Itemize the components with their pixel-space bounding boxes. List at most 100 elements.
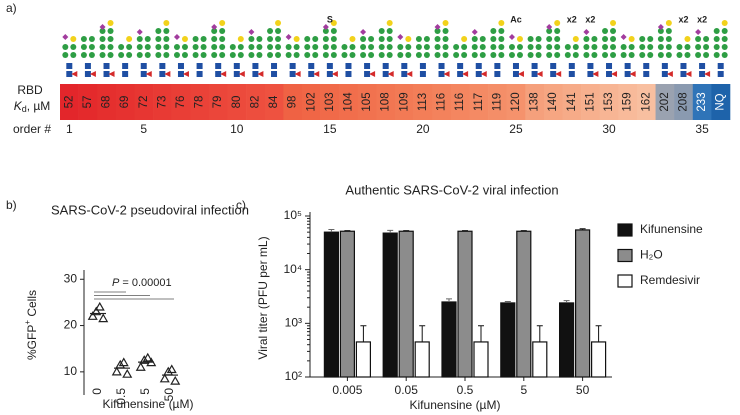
glycan-icon [610,36,617,42]
glycan-icon [99,52,106,58]
glycan-icon [620,52,627,58]
glycan-icon [378,52,385,58]
glycan-icon [461,36,468,42]
x-tick-label: 0.5 [114,388,128,405]
error-bar [536,325,543,342]
glycan-icon [438,71,445,77]
glycan-icon [349,36,356,42]
glycan-icon [257,71,264,77]
error-bar [403,230,410,232]
glycan-icon [322,52,329,58]
cell-label: 159 [622,92,634,111]
cell-label: 208 [678,92,690,111]
glycan-icon [237,44,244,50]
glycan-icon [508,44,515,50]
glycan-icon [647,52,654,58]
glycan-icon [699,71,706,77]
glycan-icon [237,36,244,42]
glycan-icon [308,63,315,69]
glycan-icon [293,52,300,58]
glycan-icon [215,71,222,77]
glycan-icon [516,36,523,42]
cell-label: 153 [603,92,615,111]
glycan-icon [591,44,598,50]
glycan-icon [219,44,226,50]
glycan-icon [360,36,367,42]
heat-cell [339,84,359,120]
glycan-icon [378,44,385,50]
glycan-icon [606,71,613,77]
glycan-icon [349,52,356,58]
glycan-icon [256,36,263,42]
p-value: P = 0.00001 [112,277,172,289]
glycan-icon [620,34,627,40]
glycan-icon [546,44,553,50]
glycan-icon [267,28,274,34]
glycan-icon [145,71,152,77]
glycan-icon [200,52,207,58]
order-tick-label: 10 [230,122,244,136]
cell-label: 52 [63,96,75,109]
glycan-icon [461,52,468,58]
glycan-icon [118,44,125,50]
bar [516,230,532,378]
glycan-icon [140,63,147,69]
annotation: Ac [510,14,522,24]
glycan-icon [382,63,389,69]
legend-label: Kifunensine [640,222,703,236]
glycan-icon [62,34,69,40]
glycan-icon [229,52,236,58]
glycan-icon [490,36,497,42]
bar [590,341,607,378]
glycan-icon [378,28,385,34]
glycan-icon [462,71,469,77]
heat-cell [153,84,172,120]
error-bar [595,325,602,342]
legend-label: H₂O [640,248,663,262]
glycan-icon [423,44,430,50]
glycan-icon [173,44,180,50]
cell-label: 69 [119,96,131,109]
glycan-icon [219,36,226,42]
glycan-icon [471,52,478,58]
cell-label: 103 [324,92,336,111]
glycan-icon [89,71,96,77]
glycan-icon [434,44,441,50]
y-tick-label: 10 [64,364,78,378]
glycan-icon [498,28,505,34]
error-bar [419,325,426,342]
glycan-icon [173,52,180,58]
glycan-icon [703,52,710,58]
glycan-icon [423,52,430,58]
data-point [118,357,129,367]
glycan-icon [610,20,617,26]
annotation: S [327,14,333,24]
glycan-icon [177,71,184,77]
glycan-icon [572,52,579,58]
glycan-icon [471,44,478,50]
glycan-icon [665,28,672,34]
glycan-icon [591,36,598,42]
glycan-icon [322,28,329,34]
glycan-icon [721,52,728,58]
heat-cell [674,84,694,120]
y-title-a: %GFP [25,325,39,360]
glycan-icon [66,71,73,77]
glycan-icon [252,71,259,77]
glycan-icon [219,28,226,34]
glycan-icon [192,36,199,42]
glycan-icon [275,28,282,34]
cell-label: 162 [640,92,652,111]
glycan-icon [144,36,151,42]
bar [500,302,516,378]
glycan-icon [294,71,301,77]
glycan-icon [572,36,579,42]
glycan-icon [713,52,720,58]
glycan-icon [643,71,650,77]
glycan-icon [676,52,683,58]
cell-label: 84 [268,95,280,108]
glycan-icon [108,71,115,77]
p-rest: = 0.00001 [119,277,171,289]
heat-cell [171,84,191,120]
glycan-icon [516,52,523,58]
